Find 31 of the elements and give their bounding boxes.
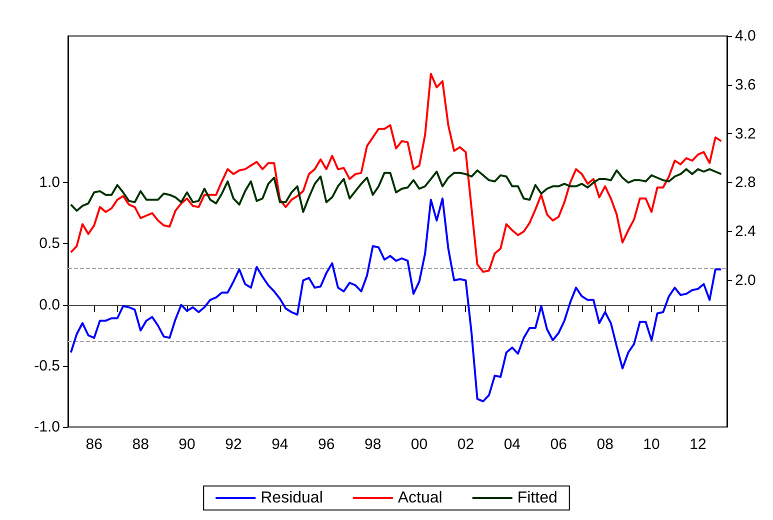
x-tick-label: 06: [550, 436, 567, 453]
y-tick-label: 0.5: [39, 235, 60, 252]
y2-tick-label: 2.0: [735, 272, 756, 289]
legend-label: Fitted: [517, 490, 558, 506]
y-tick-label: 0.0: [39, 296, 60, 314]
x-tick-label: 00: [410, 436, 428, 453]
y-tick-label: -0.5: [34, 357, 60, 374]
x-tick-label: 08: [596, 436, 614, 453]
x-tick-label: 04: [504, 436, 521, 453]
y2-tick-label: 3.6: [735, 76, 756, 94]
x-tick-label: 98: [364, 436, 382, 453]
x-tick-label: 86: [86, 436, 102, 453]
y2-tick-label: 4.0: [735, 28, 756, 44]
y2-tick-label: 2.8: [735, 174, 756, 192]
y-tick-label: -1.0: [34, 418, 60, 436]
x-tick-label: 92: [225, 436, 242, 453]
x-tick-label: 90: [178, 436, 196, 453]
x-tick-label: 10: [643, 436, 660, 453]
x-tick-label: 94: [272, 436, 288, 453]
x-tick-label: 96: [318, 436, 335, 453]
x-tick-label: 02: [457, 436, 474, 453]
legend-label: Residual: [260, 490, 323, 506]
y2-tick-label: 3.2: [735, 125, 756, 142]
line-series: [70, 198, 722, 402]
legend-label: Actual: [398, 490, 442, 506]
line-series: [70, 168, 722, 213]
line-series: [70, 72, 722, 273]
y2-tick-label: 2.4: [735, 223, 756, 240]
y-tick-label: 1.0: [39, 174, 60, 192]
x-tick-label: 88: [132, 436, 149, 453]
x-tick-label: 12: [690, 436, 706, 453]
